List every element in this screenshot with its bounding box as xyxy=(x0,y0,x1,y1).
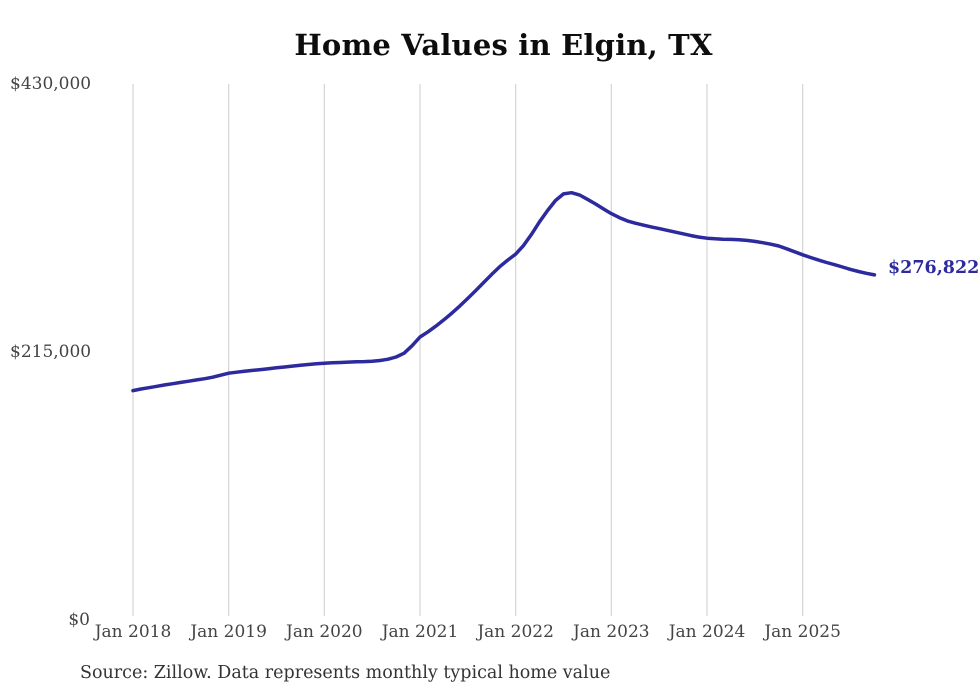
x-axis-tick-label: Jan 2023 xyxy=(573,622,650,642)
x-axis-tick-label: Jan 2022 xyxy=(477,622,554,642)
chart-title: Home Values in Elgin, TX xyxy=(294,28,713,62)
y-axis-tick-label: $430,000 xyxy=(10,74,92,94)
home-value-line-series xyxy=(131,190,877,393)
x-axis-tick-label: Jan 2025 xyxy=(764,622,841,642)
y-axis-tick-label: $0 xyxy=(68,610,90,630)
x-axis-tick-label: Jan 2020 xyxy=(286,622,363,642)
latest-value-label: $276,822 xyxy=(888,258,980,278)
x-axis-tick-label: Jan 2021 xyxy=(381,622,459,642)
x-axis-tick-label: Jan 2019 xyxy=(190,622,267,642)
x-axis-tick-label: Jan 2018 xyxy=(94,622,172,642)
x-axis-tick-label: Jan 2024 xyxy=(668,622,746,642)
source-note: Source: Zillow. Data represents monthly … xyxy=(80,663,611,683)
y-axis-tick-label: $215,000 xyxy=(10,342,92,362)
